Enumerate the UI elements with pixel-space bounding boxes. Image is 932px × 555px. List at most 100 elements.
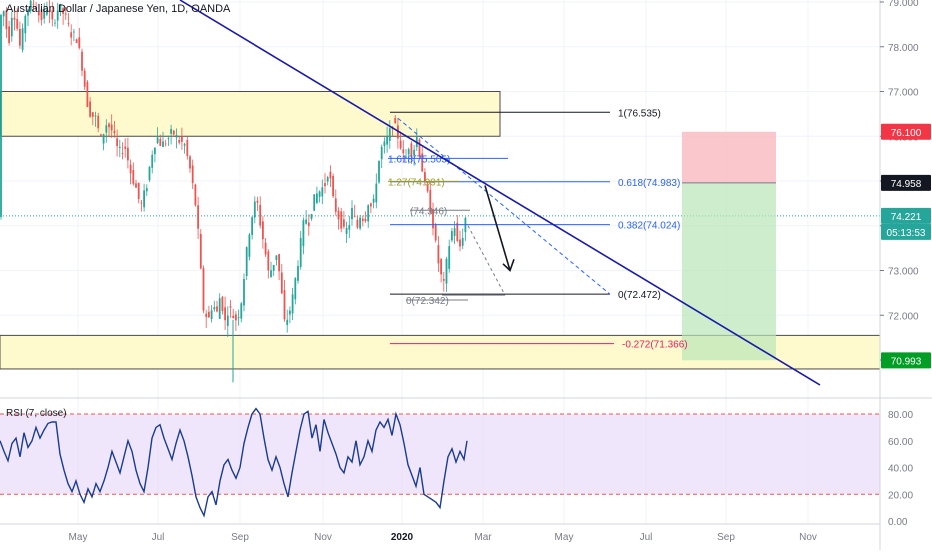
downtrend-line[interactable] <box>179 0 821 386</box>
candle-body <box>181 136 183 142</box>
candle-body <box>262 221 264 240</box>
candle-body <box>145 188 148 192</box>
candle-body <box>124 146 127 149</box>
x-tick-label: May <box>555 532 574 543</box>
candle-body <box>56 10 59 21</box>
candle-body <box>245 247 248 277</box>
stop-zone[interactable] <box>682 131 776 183</box>
target-zone[interactable] <box>682 182 776 361</box>
fib-extension-label: (74.346) <box>410 206 447 217</box>
candle-body <box>353 215 356 217</box>
candle-body <box>378 160 380 183</box>
candle-body <box>386 136 388 145</box>
rsi-y-tick-label: 0.00 <box>888 517 908 528</box>
candle-body <box>43 8 46 19</box>
forecast-arrow[interactable] <box>484 185 511 271</box>
fibonacci-tools[interactable]: 1(76.535) 0.618(74.983) 0.382(74.024) 0(72.… <box>388 108 688 351</box>
candle-body <box>199 233 202 269</box>
candle-body <box>218 298 221 319</box>
candle-body <box>143 190 145 208</box>
candle-body <box>294 278 297 300</box>
price-tag-label: 74.958 <box>891 179 922 190</box>
candle-body <box>413 149 415 156</box>
projection-line[interactable] <box>397 117 611 295</box>
candle-body <box>37 11 40 16</box>
y-tick-label: 79.000 <box>888 0 919 9</box>
candle-body <box>286 319 289 325</box>
candle-body <box>243 279 245 306</box>
candle-body <box>8 26 10 43</box>
y-tick-label: 77.000 <box>888 88 919 99</box>
candle-body <box>51 10 54 20</box>
candle-body <box>410 143 413 157</box>
candle-body <box>73 31 75 33</box>
candle-body <box>456 222 459 241</box>
candle-body <box>118 146 121 148</box>
candle-body <box>334 198 337 212</box>
x-tick-label: May <box>69 532 88 543</box>
candle-body <box>448 246 451 269</box>
price-tag <box>881 207 931 224</box>
candle-body <box>116 138 118 147</box>
position-tool[interactable] <box>682 131 776 361</box>
candles <box>0 0 467 383</box>
candle-body <box>326 177 329 182</box>
candle-body <box>437 245 440 264</box>
candle-body <box>81 51 83 71</box>
candle-body <box>46 10 48 15</box>
fib-extension-label: 1.27(74.991) <box>388 177 445 188</box>
candle-body <box>78 37 81 48</box>
candle-body <box>305 219 307 224</box>
x-tick-label: Nov <box>799 532 817 543</box>
candle-body <box>364 218 367 221</box>
candle-body <box>21 28 24 50</box>
candle-body <box>356 219 359 228</box>
candle-body <box>48 9 51 13</box>
x-tick-label: Sep <box>231 532 249 543</box>
y-tick-label: 72.000 <box>888 311 919 322</box>
candle-body <box>140 202 143 204</box>
resistance-zone[interactable] <box>0 91 501 137</box>
candle-body <box>442 278 445 281</box>
candle-body <box>91 112 94 117</box>
candle-body <box>299 237 302 267</box>
candle-body <box>156 137 159 144</box>
candle-body <box>329 171 332 179</box>
candle-body <box>380 146 383 160</box>
chart-title: Australian Dollar / Japanese Yen, 1D, OA… <box>6 3 231 15</box>
price-tag-label: 05:13:53 <box>887 228 926 239</box>
candle-body <box>186 139 189 156</box>
rsi-label: RSI (7, close) <box>6 408 67 419</box>
candle-body <box>94 115 97 117</box>
candle-body <box>307 222 310 227</box>
candle-body <box>337 210 340 220</box>
candle-body <box>194 184 197 206</box>
candle-body <box>62 8 64 14</box>
trendlines[interactable] <box>179 0 821 386</box>
candle-body <box>183 144 186 146</box>
fib-level-label: 1(76.535) <box>618 108 661 119</box>
candle-body <box>405 156 407 158</box>
candle-body <box>237 317 240 318</box>
candle-body <box>310 214 313 219</box>
candle-body <box>70 32 73 38</box>
candle-body <box>137 182 140 199</box>
fib-level-label: 0(72.472) <box>618 290 661 301</box>
y-tick-label: 78.000 <box>888 43 919 54</box>
projection-line[interactable] <box>467 225 506 296</box>
candle-body <box>324 183 326 187</box>
candle-body <box>10 17 13 37</box>
candle-body <box>75 39 78 43</box>
candle-body <box>418 139 421 157</box>
candle-body <box>388 128 391 141</box>
candle-body <box>348 225 351 230</box>
rsi-panel <box>0 397 932 518</box>
candle-body <box>29 0 32 11</box>
candle-body <box>102 134 105 144</box>
candle-body <box>278 254 280 272</box>
candle-body <box>2 11 5 17</box>
price-tag-label: 74.221 <box>891 212 922 223</box>
price-tag <box>881 123 931 140</box>
